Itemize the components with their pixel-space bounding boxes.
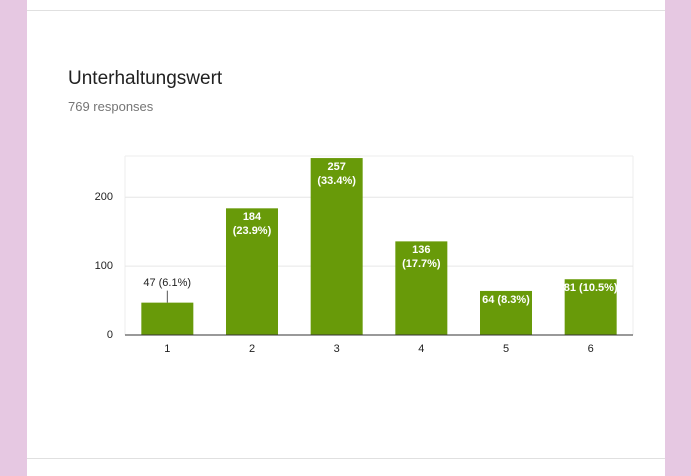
value-label: 136 (17.7%) [402,244,441,271]
bar [141,302,194,335]
value-label: 184 (23.9%) [232,211,272,238]
bar [564,279,617,335]
y-tick-label: 100 [95,260,113,272]
bar [395,241,448,335]
bar [226,208,278,335]
value-label: 64 (8.3%) [482,293,530,306]
bar [480,290,532,335]
separator [27,458,665,459]
value-label: 47 (6.1%) [143,276,192,289]
x-tick-label: 3 [334,343,340,355]
value-label: 81 (10.5%) [563,282,618,295]
x-tick-label: 5 [503,343,509,355]
x-tick-label: 4 [418,343,424,355]
y-tick-label: 200 [95,191,113,203]
response-count: 769 responses [68,99,154,114]
x-tick-label: 6 [588,343,594,355]
separator [27,10,665,11]
bar [310,158,363,335]
value-label: 257 (33.4%) [317,161,356,188]
question-title: Unterhaltungswert [68,68,223,89]
x-tick-label: 2 [249,343,255,355]
y-tick-label: 0 [107,329,113,341]
x-tick-label: 1 [164,343,170,355]
